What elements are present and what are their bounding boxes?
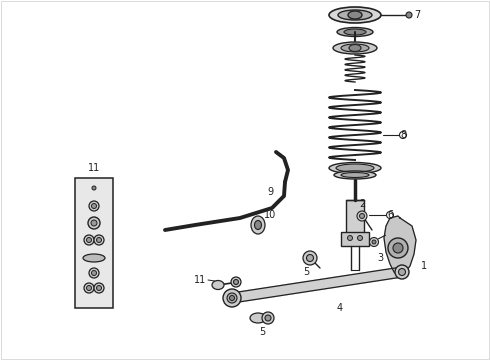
- Ellipse shape: [89, 268, 99, 278]
- Ellipse shape: [262, 312, 274, 324]
- Ellipse shape: [94, 283, 104, 293]
- Ellipse shape: [388, 238, 408, 258]
- Polygon shape: [384, 216, 416, 276]
- Ellipse shape: [337, 27, 373, 36]
- Ellipse shape: [387, 212, 393, 219]
- Ellipse shape: [229, 296, 235, 301]
- Ellipse shape: [254, 220, 262, 230]
- Ellipse shape: [406, 12, 412, 18]
- Ellipse shape: [92, 203, 97, 208]
- Polygon shape: [231, 267, 403, 303]
- Text: 7: 7: [414, 10, 420, 20]
- Ellipse shape: [347, 235, 352, 240]
- Ellipse shape: [87, 285, 92, 291]
- Ellipse shape: [360, 213, 365, 219]
- Ellipse shape: [393, 243, 403, 253]
- Text: 2: 2: [359, 199, 365, 209]
- Ellipse shape: [250, 313, 266, 323]
- Ellipse shape: [94, 235, 104, 245]
- Ellipse shape: [97, 285, 101, 291]
- Ellipse shape: [231, 277, 241, 287]
- Ellipse shape: [227, 293, 237, 303]
- Ellipse shape: [358, 235, 363, 240]
- Text: 5: 5: [303, 267, 309, 277]
- Ellipse shape: [84, 235, 94, 245]
- Ellipse shape: [399, 131, 407, 139]
- Ellipse shape: [344, 29, 366, 35]
- Bar: [341, 232, 369, 246]
- Bar: [346, 200, 364, 235]
- Ellipse shape: [336, 164, 374, 172]
- Ellipse shape: [265, 315, 271, 321]
- Text: 4: 4: [337, 303, 343, 313]
- Ellipse shape: [307, 255, 314, 261]
- Ellipse shape: [84, 283, 94, 293]
- Text: 11: 11: [88, 163, 100, 173]
- Ellipse shape: [223, 289, 241, 307]
- Text: 1: 1: [421, 261, 427, 271]
- Text: 9: 9: [267, 187, 273, 197]
- Ellipse shape: [303, 251, 317, 265]
- Ellipse shape: [329, 162, 381, 174]
- Ellipse shape: [398, 269, 406, 275]
- Text: 5: 5: [259, 327, 265, 337]
- Ellipse shape: [212, 280, 224, 289]
- Bar: [75, 178, 113, 308]
- Ellipse shape: [341, 44, 369, 52]
- Ellipse shape: [333, 42, 377, 54]
- Ellipse shape: [395, 265, 409, 279]
- Ellipse shape: [92, 270, 97, 275]
- Ellipse shape: [91, 220, 97, 226]
- Ellipse shape: [87, 238, 92, 243]
- Ellipse shape: [92, 186, 96, 190]
- Ellipse shape: [338, 10, 372, 20]
- Ellipse shape: [357, 211, 367, 221]
- Ellipse shape: [348, 11, 362, 19]
- Ellipse shape: [89, 201, 99, 211]
- Ellipse shape: [341, 172, 369, 177]
- Text: 11: 11: [194, 275, 206, 285]
- Ellipse shape: [97, 238, 101, 243]
- Ellipse shape: [372, 240, 376, 244]
- Ellipse shape: [88, 217, 100, 229]
- Ellipse shape: [234, 279, 239, 284]
- Ellipse shape: [349, 45, 361, 51]
- Ellipse shape: [334, 171, 376, 179]
- Text: 8: 8: [400, 130, 406, 140]
- Ellipse shape: [251, 216, 265, 234]
- Ellipse shape: [83, 254, 105, 262]
- Text: 6: 6: [387, 210, 393, 220]
- Text: 3: 3: [377, 253, 383, 263]
- Ellipse shape: [329, 7, 381, 23]
- Ellipse shape: [369, 238, 378, 247]
- Text: 10: 10: [264, 210, 276, 220]
